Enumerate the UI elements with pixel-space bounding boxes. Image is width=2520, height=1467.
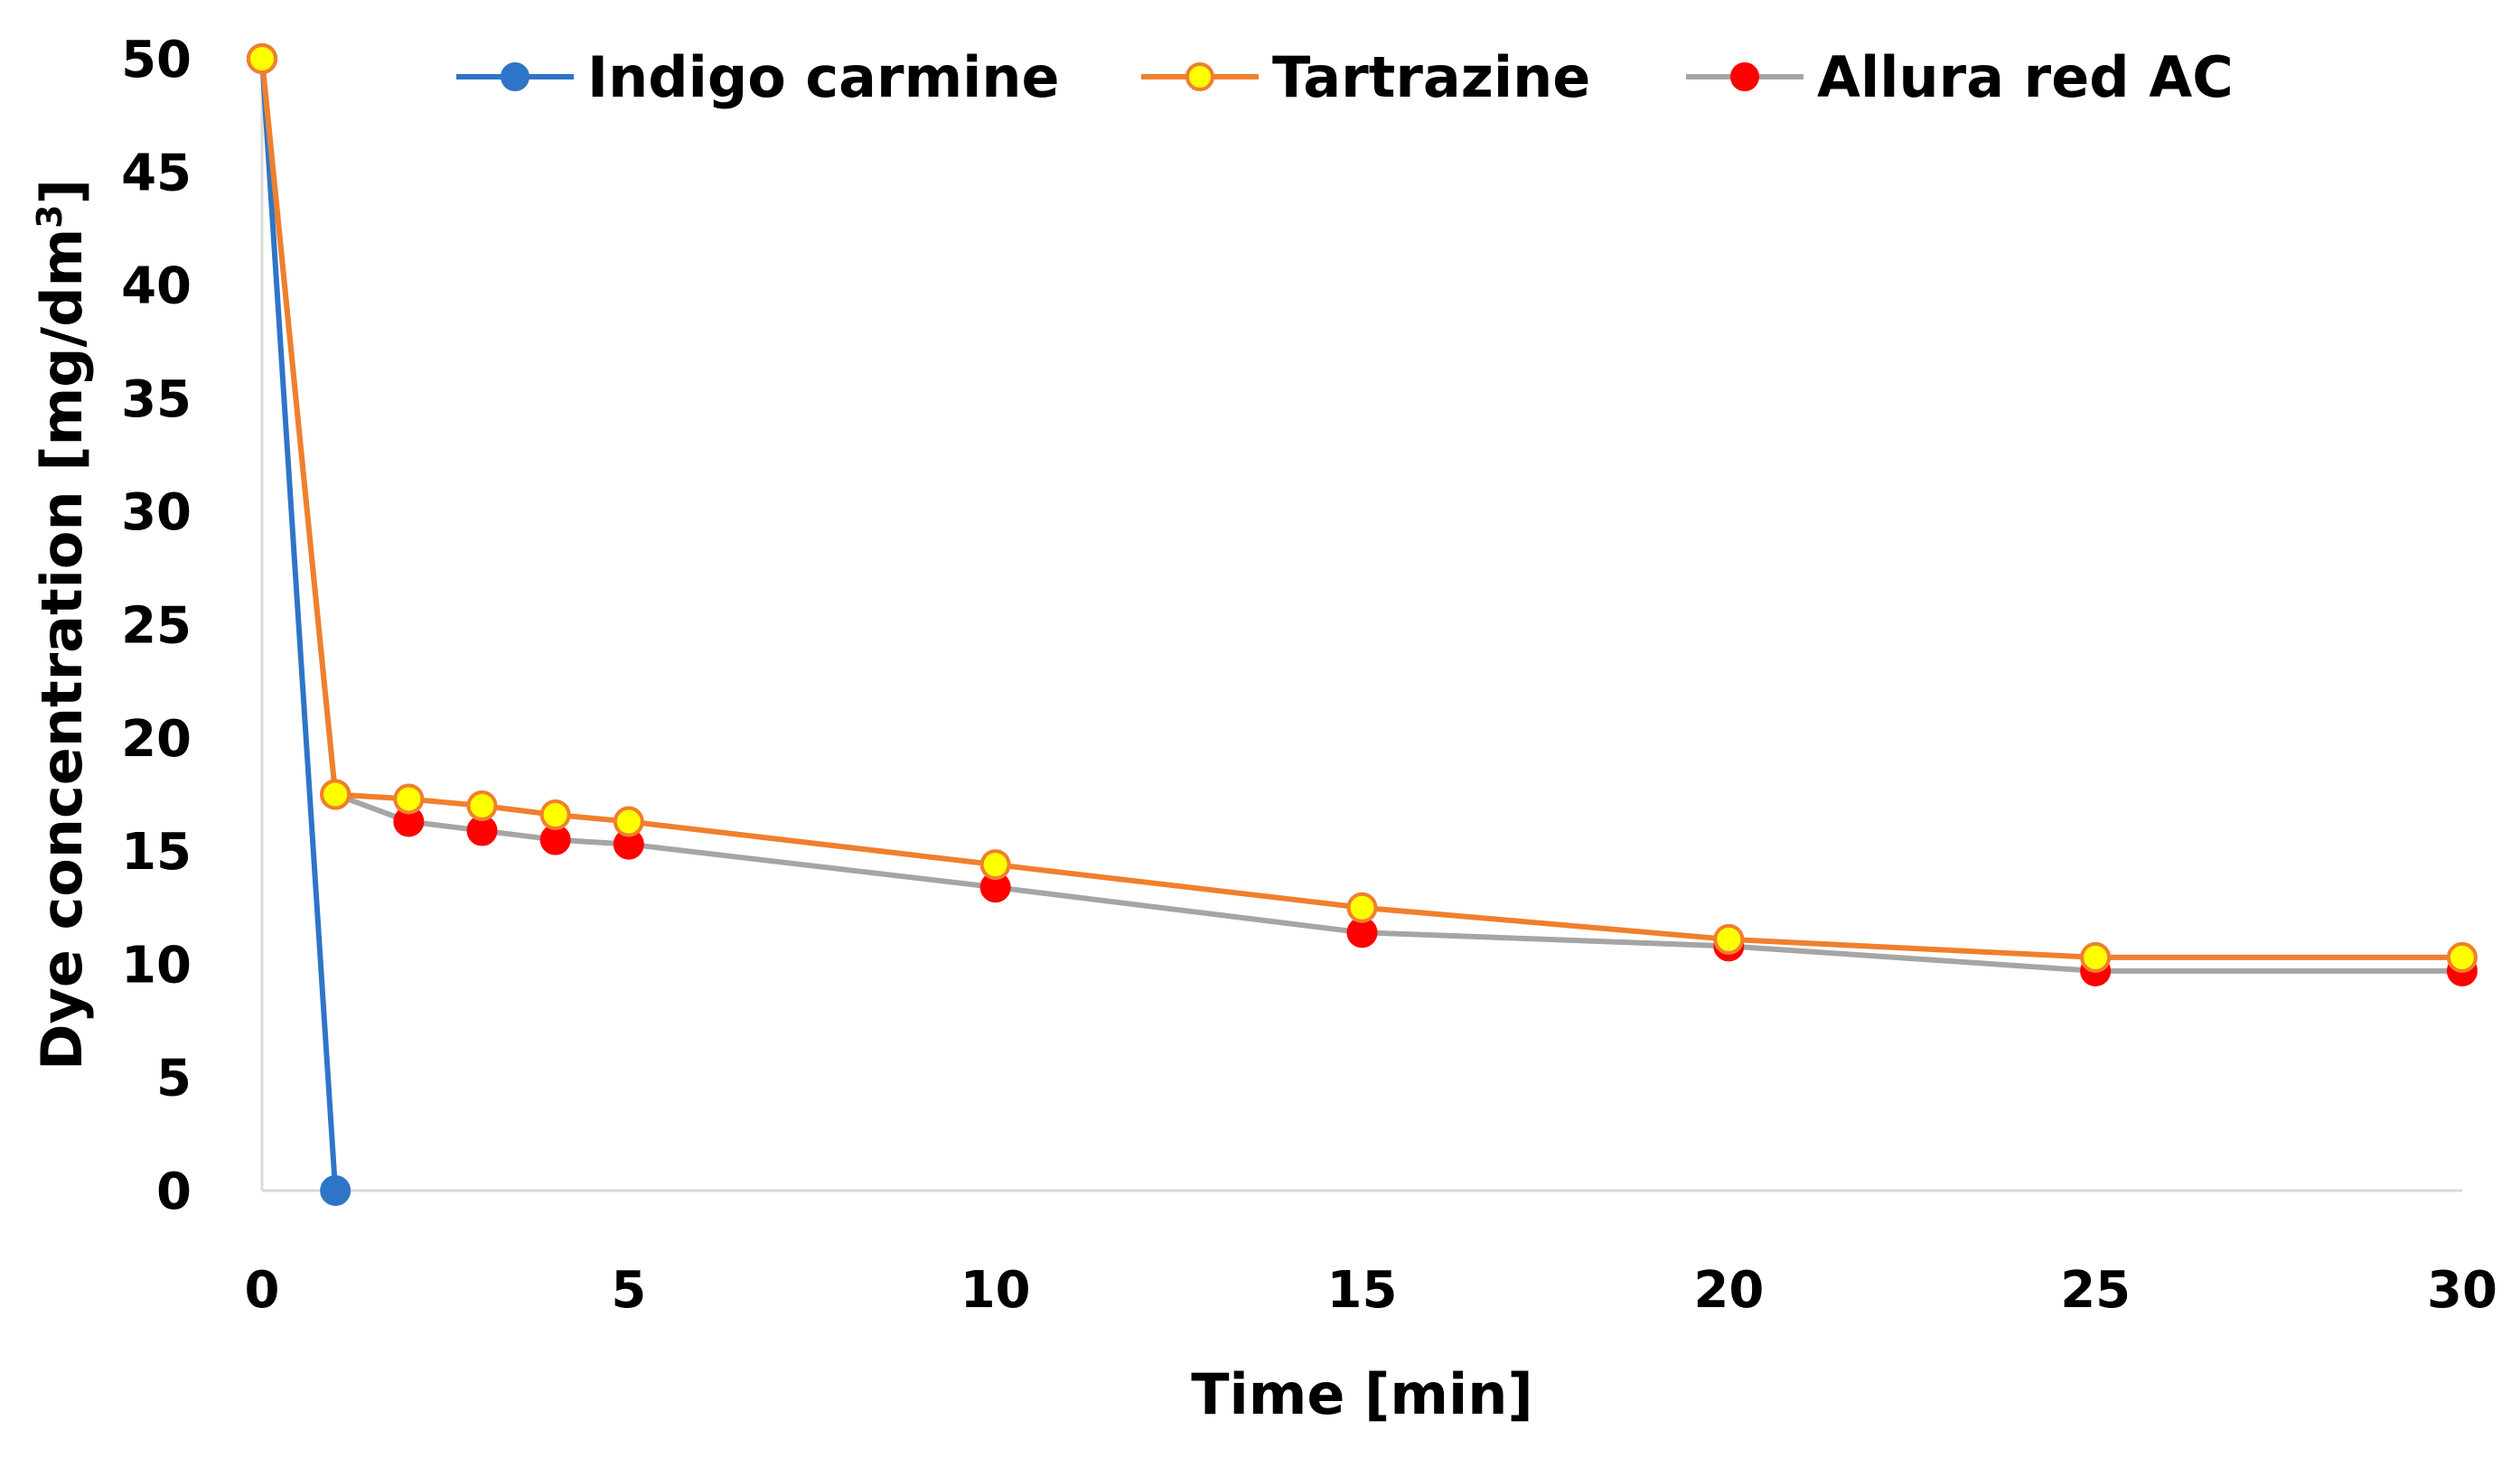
x-tick-label-30: 30 xyxy=(2427,1261,2497,1320)
data-point-allura-red-ac-3 xyxy=(466,815,498,846)
legend-marker-indigo-carmine xyxy=(501,62,529,91)
x-tick-labels: 0 5 10 15 20 25 30 xyxy=(245,1261,2497,1320)
y-axis-title-superscript: 3 xyxy=(30,204,70,228)
series-line-allura-red-ac xyxy=(259,58,2462,974)
x-axis-title: Time [min] xyxy=(1191,1361,1532,1427)
legend-item-tartrazine: Tartrazine xyxy=(1141,44,1590,110)
legend: Indigo carmine Tartrazine Allura red AC xyxy=(456,44,2234,110)
data-point-tartrazine-2 xyxy=(393,783,425,815)
x-tick-label-15: 15 xyxy=(1327,1261,1398,1320)
y-tick-label-15: 15 xyxy=(121,823,192,882)
y-tick-label-30: 30 xyxy=(121,483,192,542)
series-line-tartrazine xyxy=(259,58,2462,960)
y-tick-labels: 0 5 10 15 20 25 30 35 40 45 50 xyxy=(121,31,192,1221)
data-point-tartrazine-3 xyxy=(466,790,498,821)
data-point-allura-red-ac-15 xyxy=(1346,917,1378,948)
legend-item-indigo-carmine: Indigo carmine xyxy=(456,44,1060,110)
data-point-tartrazine-0 xyxy=(247,43,277,74)
legend-label-allura-red-ac: Allura red AC xyxy=(1817,44,2234,110)
legend-label-indigo-carmine: Indigo carmine xyxy=(587,44,1060,110)
legend-label-tartrazine: Tartrazine xyxy=(1272,44,1590,110)
legend-marker-tartrazine xyxy=(1185,62,1214,91)
y-axis-title-end: ] xyxy=(29,179,95,204)
x-tick-label-5: 5 xyxy=(611,1261,646,1320)
data-point-allura-red-ac-4 xyxy=(539,824,571,855)
x-tick-label-0: 0 xyxy=(245,1261,280,1320)
data-point-tartrazine-25 xyxy=(2080,941,2112,973)
y-tick-label-35: 35 xyxy=(121,370,192,429)
series-group xyxy=(247,43,2478,1206)
y-tick-label-40: 40 xyxy=(121,257,192,316)
data-point-tartrazine-15 xyxy=(1346,892,1378,923)
data-point-tartrazine-20 xyxy=(1713,923,1745,955)
y-axis-title-main: Dye concentration [mg/dm xyxy=(29,229,95,1070)
x-tick-label-25: 25 xyxy=(2060,1261,2131,1320)
y-tick-label-0: 0 xyxy=(156,1163,192,1221)
legend-item-allura-red-ac: Allura red AC xyxy=(1686,44,2234,110)
series-line-indigo-carmine xyxy=(259,58,339,1191)
y-tick-label-50: 50 xyxy=(121,31,192,89)
y-tick-label-10: 10 xyxy=(121,936,192,995)
x-tick-label-10: 10 xyxy=(960,1261,1031,1320)
y-axis-title: Dye concentration [mg/dm3] xyxy=(29,179,95,1070)
data-point-tartrazine-30 xyxy=(2447,941,2478,973)
data-point-tartrazine-10 xyxy=(979,849,1011,881)
data-point-tartrazine-1 xyxy=(320,779,351,810)
data-point-indigo-carmine-1 xyxy=(320,1175,351,1206)
y-tick-label-20: 20 xyxy=(121,710,192,769)
legend-marker-allura-red-ac xyxy=(1730,62,1759,91)
data-point-tartrazine-4 xyxy=(539,799,571,831)
y-tick-label-45: 45 xyxy=(121,144,192,202)
data-point-tartrazine-5 xyxy=(613,806,644,837)
y-tick-label-5: 5 xyxy=(156,1050,192,1108)
y-tick-label-25: 25 xyxy=(121,597,192,656)
x-tick-label-20: 20 xyxy=(1693,1261,1764,1320)
